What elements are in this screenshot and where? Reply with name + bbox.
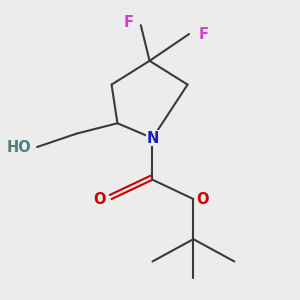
Text: HO: HO	[7, 140, 31, 154]
Text: O: O	[196, 191, 208, 206]
Text: N: N	[146, 130, 159, 146]
Text: F: F	[124, 15, 134, 30]
Text: F: F	[199, 27, 208, 42]
Text: O: O	[94, 191, 106, 206]
